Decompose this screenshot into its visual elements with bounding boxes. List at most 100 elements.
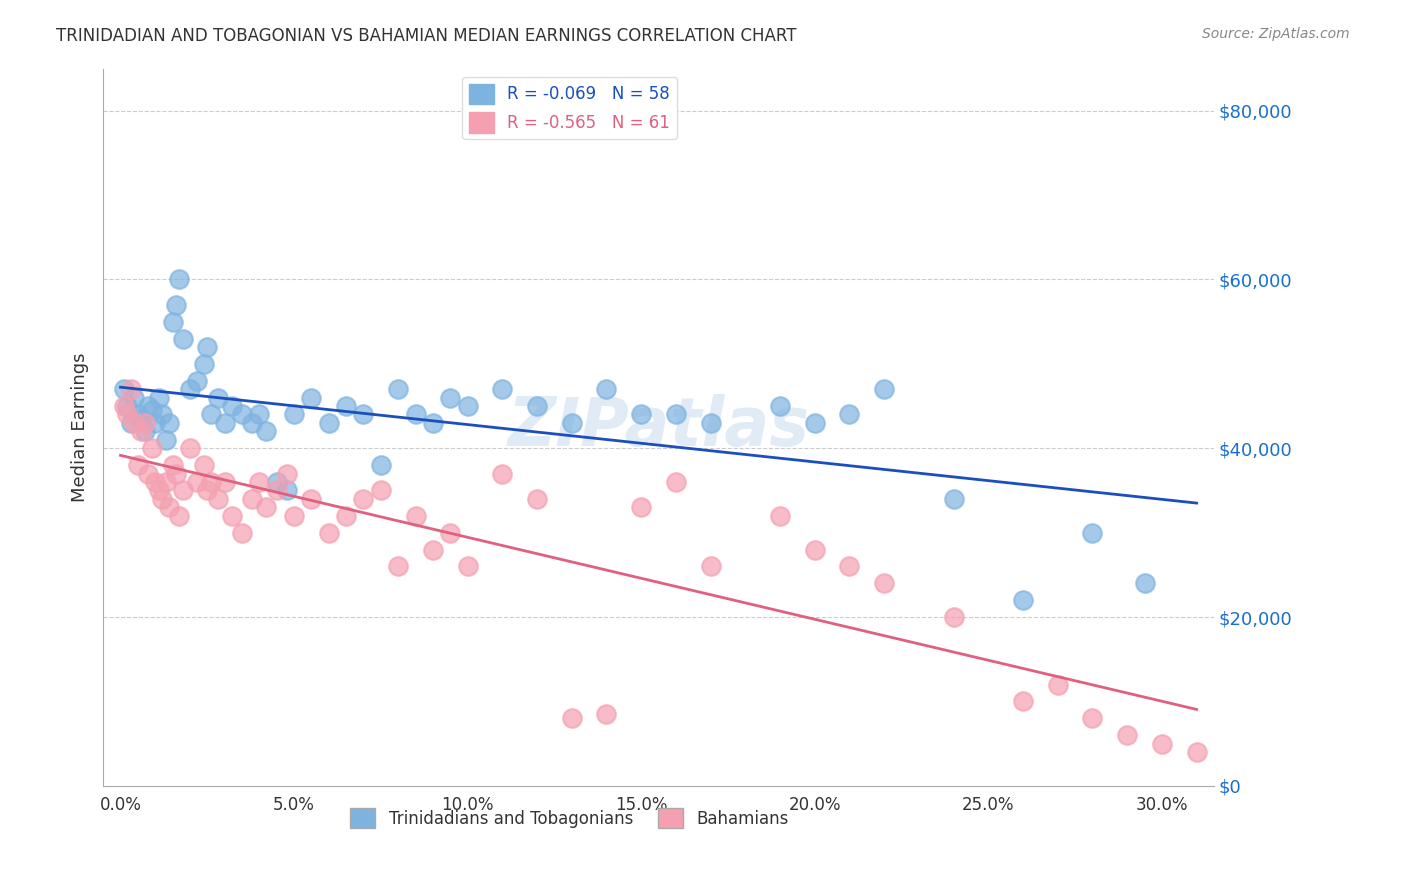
Point — [942, 610, 965, 624]
Point — [150, 491, 173, 506]
Point — [242, 416, 264, 430]
Point — [561, 416, 583, 430]
Point — [1012, 593, 1035, 607]
Point — [422, 542, 444, 557]
Point — [221, 399, 243, 413]
Point — [299, 491, 322, 506]
Point — [276, 483, 298, 498]
Point — [195, 483, 218, 498]
Point — [165, 467, 187, 481]
Point — [942, 491, 965, 506]
Text: Source: ZipAtlas.com: Source: ZipAtlas.com — [1202, 27, 1350, 41]
Point — [148, 391, 170, 405]
Point — [162, 458, 184, 472]
Point — [370, 483, 392, 498]
Point — [370, 458, 392, 472]
Point — [439, 525, 461, 540]
Point — [214, 475, 236, 489]
Point — [112, 382, 135, 396]
Point — [699, 416, 721, 430]
Point — [299, 391, 322, 405]
Point — [127, 408, 149, 422]
Point — [254, 500, 277, 515]
Point — [595, 382, 617, 396]
Point — [491, 467, 513, 481]
Point — [136, 399, 159, 413]
Text: ZIPatlas: ZIPatlas — [508, 394, 810, 460]
Point — [630, 500, 652, 515]
Point — [148, 483, 170, 498]
Point — [595, 707, 617, 722]
Point — [422, 416, 444, 430]
Point — [353, 408, 375, 422]
Point — [665, 408, 688, 422]
Point — [457, 559, 479, 574]
Point — [131, 425, 153, 439]
Point — [1081, 525, 1104, 540]
Point — [207, 391, 229, 405]
Point — [335, 399, 357, 413]
Point — [136, 467, 159, 481]
Legend: Trinidadians and Tobagonians, Bahamians: Trinidadians and Tobagonians, Bahamians — [344, 801, 796, 835]
Point — [457, 399, 479, 413]
Point — [155, 475, 177, 489]
Point — [247, 408, 270, 422]
Point — [221, 508, 243, 523]
Point — [318, 525, 340, 540]
Point — [665, 475, 688, 489]
Point — [157, 500, 180, 515]
Point — [699, 559, 721, 574]
Point — [266, 475, 288, 489]
Point — [141, 442, 163, 456]
Point — [124, 416, 146, 430]
Point — [186, 374, 208, 388]
Point — [838, 559, 860, 574]
Point — [193, 357, 215, 371]
Point — [169, 508, 191, 523]
Point — [387, 382, 409, 396]
Point — [193, 458, 215, 472]
Point — [1185, 745, 1208, 759]
Point — [157, 416, 180, 430]
Point — [1012, 694, 1035, 708]
Point — [150, 408, 173, 422]
Point — [276, 467, 298, 481]
Point — [143, 416, 166, 430]
Point — [387, 559, 409, 574]
Point — [353, 491, 375, 506]
Point — [143, 475, 166, 489]
Point — [112, 399, 135, 413]
Point — [179, 442, 201, 456]
Text: TRINIDADIAN AND TOBAGONIAN VS BAHAMIAN MEDIAN EARNINGS CORRELATION CHART: TRINIDADIAN AND TOBAGONIAN VS BAHAMIAN M… — [56, 27, 797, 45]
Point — [561, 711, 583, 725]
Point — [1116, 728, 1139, 742]
Point — [117, 408, 139, 422]
Y-axis label: Median Earnings: Median Earnings — [72, 352, 89, 502]
Point — [200, 475, 222, 489]
Point — [124, 391, 146, 405]
Point — [491, 382, 513, 396]
Point — [873, 382, 896, 396]
Point — [405, 508, 427, 523]
Point — [207, 491, 229, 506]
Point — [242, 491, 264, 506]
Point — [165, 298, 187, 312]
Point — [803, 416, 825, 430]
Point — [172, 332, 194, 346]
Point — [318, 416, 340, 430]
Point — [283, 508, 305, 523]
Point — [141, 403, 163, 417]
Point — [231, 525, 253, 540]
Point — [1150, 737, 1173, 751]
Point — [134, 425, 156, 439]
Point — [155, 433, 177, 447]
Point — [120, 382, 142, 396]
Point — [526, 491, 548, 506]
Point — [134, 416, 156, 430]
Point — [247, 475, 270, 489]
Point — [873, 576, 896, 591]
Point — [630, 408, 652, 422]
Point — [214, 416, 236, 430]
Point — [838, 408, 860, 422]
Point — [266, 483, 288, 498]
